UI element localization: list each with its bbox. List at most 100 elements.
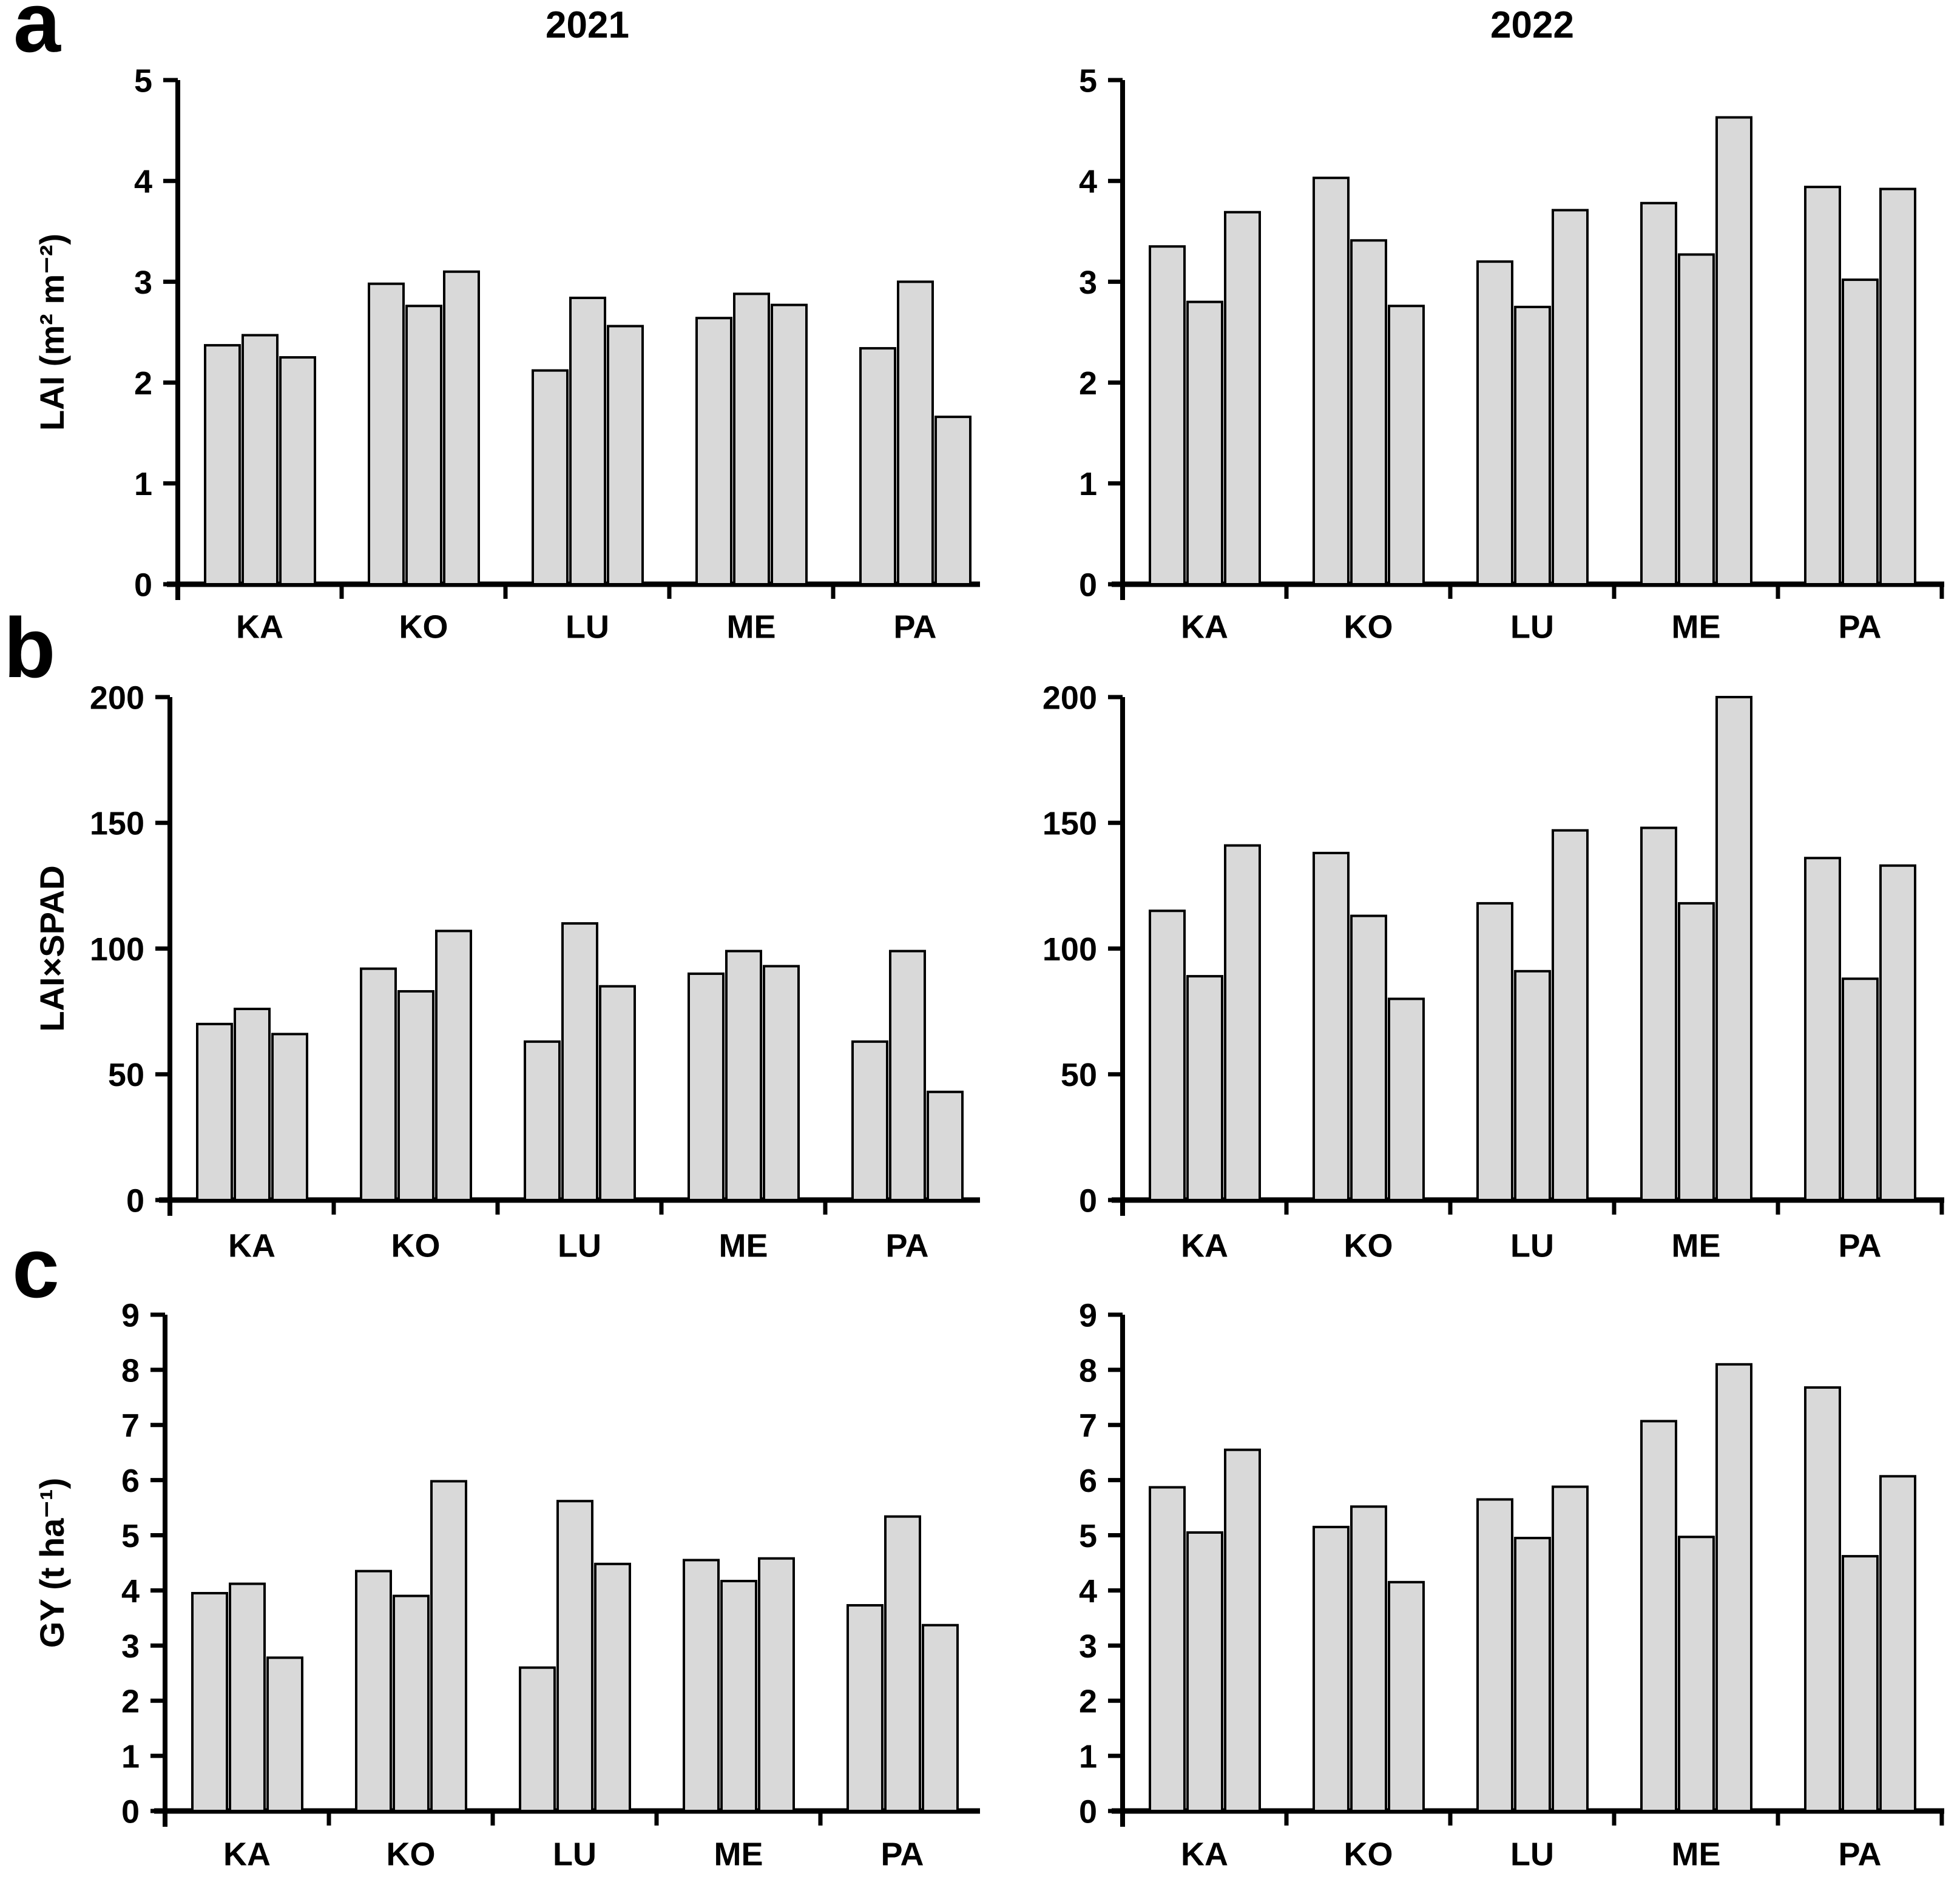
- y-tick-label: 6: [121, 1463, 140, 1499]
- bar-pa-3: [1879, 864, 1916, 1201]
- bar-me-1: [688, 972, 725, 1201]
- y-tick-label: 9: [1079, 1297, 1097, 1334]
- x-category-label: LU: [1510, 609, 1554, 645]
- x-category-label: PA: [893, 609, 936, 645]
- bar-pa-1: [1804, 857, 1841, 1201]
- column-title-2022: 2022: [1490, 4, 1574, 46]
- y-tick-label: 7: [121, 1408, 140, 1444]
- chart-laixspad-2022: 0 50 100 150 200 KA KO LU ME PA: [1043, 679, 1944, 1264]
- x-category-label: ME: [1672, 1836, 1721, 1872]
- x-category-label: KO: [391, 1227, 441, 1264]
- bar-lu-1: [1476, 902, 1513, 1201]
- bar-pa-1: [859, 347, 896, 585]
- bar-lu-1: [1476, 1498, 1513, 1812]
- x-category-label: PA: [1838, 1227, 1881, 1264]
- y-tick-label: 1: [121, 1739, 140, 1775]
- y-tick-label: 3: [134, 265, 152, 301]
- y-tick-label: 150: [1043, 806, 1097, 842]
- x-category-label: KO: [1344, 1227, 1393, 1264]
- bar-me-2: [1678, 902, 1715, 1201]
- y-tick-label: 5: [121, 1518, 140, 1554]
- bar-ko-1: [368, 282, 405, 585]
- bar-ko-2: [393, 1594, 430, 1812]
- y-tick-label: 6: [1079, 1463, 1097, 1499]
- bar-ko-1: [1313, 1525, 1350, 1812]
- bar-ka-2: [1186, 1531, 1223, 1812]
- y-tick-label: 2: [1079, 1684, 1097, 1720]
- y-tick-label: 5: [134, 62, 152, 99]
- y-tick-label: 1: [1079, 466, 1097, 502]
- column-title-2021: 2021: [546, 4, 629, 46]
- panel-letter-b: b: [4, 600, 56, 695]
- bar-ko-2: [397, 990, 434, 1202]
- bar-pa-3: [927, 1090, 964, 1202]
- bar-me-2: [720, 1579, 757, 1812]
- bar-ko-3: [443, 270, 480, 585]
- y-tick-label: 0: [126, 1182, 144, 1219]
- x-category-label: ME: [1672, 1227, 1721, 1264]
- y-tick-label: 50: [108, 1057, 144, 1093]
- x-category-label: KO: [1344, 609, 1393, 645]
- bar-lu-3: [607, 325, 644, 585]
- y-tick-label: 8: [121, 1352, 140, 1389]
- bar-me-1: [1640, 201, 1677, 586]
- bar-ka-3: [266, 1656, 303, 1813]
- bar-lu-1: [524, 1040, 561, 1201]
- y-tick-label: 2: [134, 365, 152, 402]
- bar-me-3: [763, 965, 800, 1201]
- y-tick-label: 200: [1043, 679, 1097, 716]
- bar-pa-3: [934, 416, 972, 585]
- bar-ka-3: [279, 356, 316, 585]
- bar-lu-3: [1552, 829, 1589, 1201]
- y-axis-title: GY (t ha⁻¹): [33, 1478, 71, 1648]
- chart-gy-2021: 0 1 2 3 4 5 6 7 8 9 KA KO LU ME PA GY (t ha⁻¹): [33, 1297, 980, 1872]
- x-category-label: PA: [880, 1836, 924, 1872]
- x-category-label: LU: [558, 1227, 601, 1264]
- y-tick-label: 8: [1079, 1352, 1097, 1389]
- bar-ka-2: [234, 1007, 271, 1201]
- bar-ko-1: [1313, 851, 1350, 1201]
- x-category-label: KO: [1344, 1836, 1393, 1872]
- y-tick-label: 9: [121, 1297, 140, 1334]
- x-category-label: KO: [399, 609, 448, 645]
- bar-lu-1: [532, 369, 569, 585]
- bar-ko-3: [430, 1480, 467, 1812]
- bar-pa-3: [922, 1624, 959, 1813]
- bar-me-1: [1640, 1420, 1677, 1813]
- x-category-label: LU: [1510, 1836, 1554, 1872]
- x-category-label: ME: [714, 1836, 763, 1872]
- panel-letter-a: a: [13, 0, 61, 70]
- bar-ko-1: [1313, 177, 1350, 585]
- y-tick-label: 4: [1079, 1573, 1097, 1610]
- x-category-label: KO: [387, 1836, 436, 1872]
- bar-ka-3: [1224, 211, 1261, 585]
- y-tick-label: 3: [1079, 1628, 1097, 1665]
- bar-ko-2: [1350, 239, 1387, 585]
- x-category-label: PA: [1838, 609, 1881, 645]
- y-tick-label: 5: [1079, 1518, 1097, 1554]
- y-tick-label: 0: [121, 1793, 140, 1830]
- bar-me-1: [1640, 826, 1677, 1202]
- y-axis-title: LAI×SPAD: [33, 865, 71, 1031]
- y-tick-label: 3: [1079, 265, 1097, 301]
- bar-me-3: [1715, 696, 1752, 1201]
- bar-lu-2: [1514, 969, 1551, 1201]
- y-tick-label: 4: [134, 164, 152, 200]
- panel-letter-c: c: [12, 1220, 59, 1315]
- bar-pa-3: [1879, 187, 1916, 586]
- y-tick-label: 200: [90, 679, 144, 716]
- chart-lai-2021: 2021 0 1 2 3 4 5 KA KO LU ME PA LAI (m² m⁻²): [33, 4, 980, 645]
- bar-ka-2: [1186, 975, 1223, 1201]
- bar-lu-3: [1552, 1485, 1589, 1813]
- bar-me-2: [725, 949, 762, 1201]
- x-category-label: LU: [553, 1836, 596, 1872]
- bar-lu-2: [1514, 1537, 1551, 1812]
- bar-me-3: [1715, 1363, 1752, 1813]
- bar-ko-3: [435, 929, 472, 1201]
- bar-ko-3: [1388, 997, 1425, 1202]
- bar-pa-2: [897, 280, 934, 585]
- y-tick-label: 2: [1079, 365, 1097, 402]
- x-category-label: KA: [236, 609, 283, 645]
- bar-ka-2: [229, 1582, 266, 1812]
- bar-ka-1: [1149, 909, 1186, 1201]
